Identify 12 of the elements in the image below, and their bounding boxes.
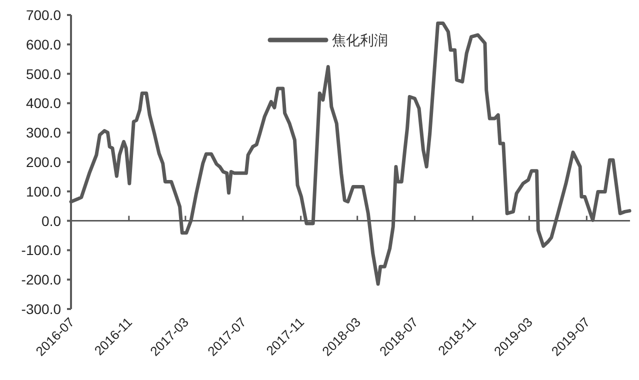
legend-label: 焦化利润 [332,32,388,48]
y-tick-label: 500.0 [26,66,62,82]
y-tick-label: 200.0 [26,154,62,170]
y-tick-label: 400.0 [26,95,62,112]
y-tick-label: 300.0 [26,124,62,141]
y-tick-label: 100.0 [26,183,62,200]
y-tick-label: 600.0 [26,36,62,52]
y-tick-label: 700.0 [26,7,62,23]
y-tick-label: 0.0 [42,212,62,229]
y-tick-label: -300.0 [21,301,62,317]
y-tick-label: -100.0 [21,242,62,258]
y-tick-label: -200.0 [21,272,62,288]
